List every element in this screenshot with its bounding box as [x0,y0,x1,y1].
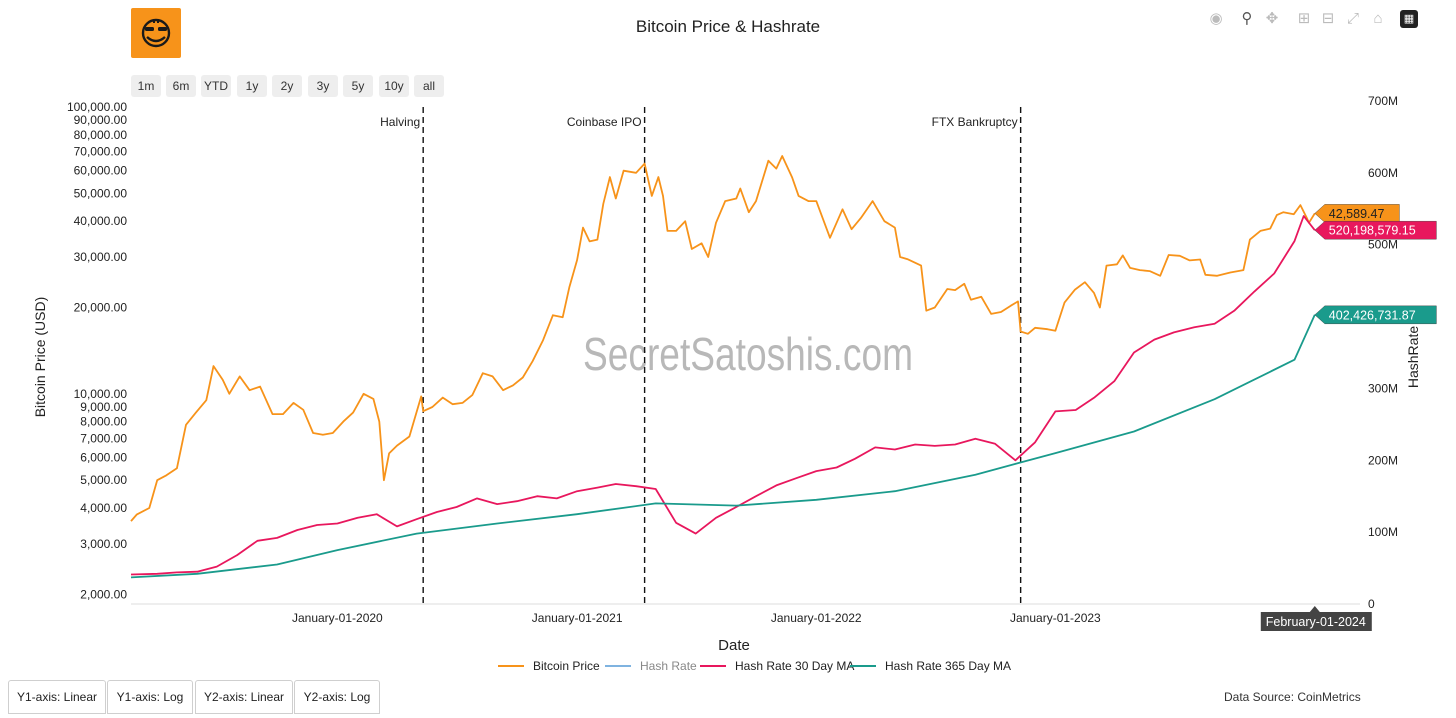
y-tick-label: 40,000.00 [74,214,128,228]
end-value-label: 402,426,731.87 [1314,305,1437,325]
y2-tick-label: 300M [1368,381,1398,395]
event-marker-label: Halving [380,115,420,129]
plotly-logo-icon[interactable]: ▦ [1400,10,1418,28]
x-tick-label: January-01-2020 [292,611,383,625]
reset-axes-icon[interactable]: ⌂ [1373,10,1383,27]
y2-axis-title: HashRate [1405,325,1421,389]
y-tick-label: 7,000.00 [80,431,127,445]
legend-item-hash-rate-365-day-ma[interactable]: Hash Rate 365 Day MA [850,658,1011,674]
range-button-1y[interactable]: 1y [237,75,267,97]
legend-label: Hash Rate [640,659,697,673]
x-tick-label: January-01-2022 [771,611,862,625]
x-tick-label: January-01-2023 [1010,611,1101,625]
end-value-text: 402,426,731.87 [1329,308,1416,322]
legend-item-bitcoin-price[interactable]: Bitcoin Price [498,658,600,674]
legend-label: Hash Rate 30 Day MA [735,659,855,673]
bitcoin-smiley-icon [141,18,171,48]
y-tick-label: 60,000.00 [74,164,128,178]
end-value-text: 520,198,579.15 [1329,224,1416,238]
end-value-box [1314,221,1437,240]
y-tick-label: 100,000.00 [67,100,127,114]
y-tick-label: 80,000.00 [74,128,128,142]
series-line-hash-rate-365-day-ma [130,314,1316,579]
legend-swatch [700,665,726,667]
legend-swatch [605,665,631,667]
series-line-bitcoin-price [130,155,1316,522]
y2-tick-label: 200M [1368,453,1398,467]
y-tick-label: 2,000.00 [80,587,127,601]
bitcoin-logo [131,8,181,58]
end-value-box [1314,305,1437,325]
tab-y2-linear[interactable]: Y2-axis: Linear [195,680,293,714]
camera-icon[interactable]: ◉ [1209,10,1223,27]
range-button-1m[interactable]: 1m [131,75,161,97]
y-tick-label: 3,000.00 [80,537,127,551]
y-tick-label: 90,000.00 [74,113,128,127]
tab-y2-log[interactable]: Y2-axis: Log [294,680,380,714]
y-tick-label: 5,000.00 [80,473,127,487]
range-button-2y[interactable]: 2y [272,75,302,97]
data-source: Data Source: CoinMetrics [1224,690,1361,704]
end-value-label: 42,589.47 [1314,204,1400,223]
y-tick-label: 4,000.00 [80,501,127,515]
y2-tick-label: 0 [1368,597,1375,611]
end-value-box [1314,204,1400,223]
x-tick-label: January-01-2021 [532,611,623,625]
legend-item-hash-rate[interactable]: Hash Rate [605,658,697,674]
hover-date-box [1260,606,1372,631]
chart-title: Bitcoin Price & Hashrate [635,17,821,36]
autoscale-icon[interactable]: ⤢ [1346,10,1359,27]
y-tick-label: 30,000.00 [74,250,128,264]
legend-label: Hash Rate 365 Day MA [885,659,1012,673]
y2-tick-label: 700M [1368,94,1398,108]
zoom-out-icon[interactable]: ⊟ [1321,10,1335,27]
range-button-10y[interactable]: 10y [379,75,409,97]
legend-label: Bitcoin Price [533,659,600,673]
range-button-all[interactable]: all [414,75,444,97]
y-tick-label: 50,000.00 [74,186,128,200]
pan-icon[interactable]: ✥ [1265,10,1279,27]
legend-item-hash-rate-30-day-ma[interactable]: Hash Rate 30 Day MA [700,658,854,674]
hover-date-label: February-01-2024 [1260,606,1372,631]
y-axis-title: Bitcoin Price (USD) [32,296,48,418]
range-button-6m[interactable]: 6m [166,75,196,97]
y-tick-label: 6,000.00 [80,450,127,464]
range-button-5y[interactable]: 5y [343,75,373,97]
tab-y1-log[interactable]: Y1-axis: Log [107,680,193,714]
y-tick-label: 10,000.00 [74,387,128,401]
y2-tick-label: 500M [1368,238,1398,252]
zoom-icon[interactable]: ⚲ [1241,10,1253,27]
event-marker-label: Coinbase IPO [567,115,642,129]
zoom-in-icon[interactable]: ⊞ [1297,10,1311,27]
y2-tick-label: 600M [1368,166,1398,180]
watermark: SecretSatoshis.com [583,328,913,380]
end-value-text: 42,589.47 [1329,207,1385,221]
tab-y1-linear[interactable]: Y1-axis: Linear [8,680,106,714]
range-button-3y[interactable]: 3y [308,75,338,97]
range-button-ytd[interactable]: YTD [201,75,231,97]
y-tick-label: 70,000.00 [74,144,128,158]
legend-swatch [850,665,876,667]
hover-date-text: February-01-2024 [1266,615,1366,629]
y2-tick-label: 100M [1368,525,1398,539]
series-line-hash-rate-30-day-ma [130,215,1316,576]
y-tick-label: 8,000.00 [80,415,127,429]
x-axis-title: Date [718,637,750,654]
event-marker-label: FTX Bankruptcy [932,115,1018,129]
y-tick-label: 20,000.00 [74,301,128,315]
y-tick-label: 9,000.00 [80,400,127,414]
end-value-label: 520,198,579.15 [1314,221,1437,240]
legend-swatch [498,665,524,667]
